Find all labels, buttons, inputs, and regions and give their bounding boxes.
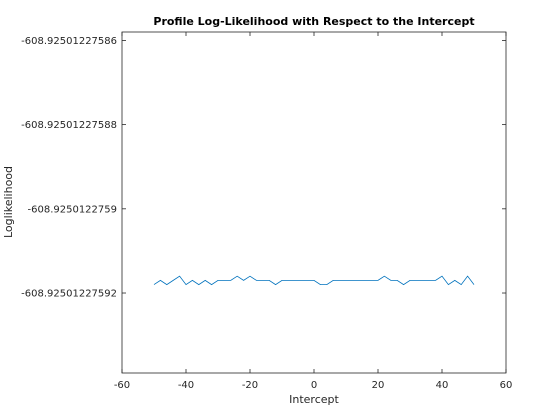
plot-area [121,31,507,374]
x-tick-label: -40 [178,380,194,391]
x-tick-label: 0 [311,380,317,391]
x-tick-label: -20 [242,380,258,391]
chart-title: Profile Log-Likelihood with Respect to t… [153,15,474,28]
x-axis: -60 -40 -20 0 20 40 60 [114,32,513,391]
y-tick-label: -608.92501227592 [21,289,117,300]
x-tick-label: 20 [372,380,385,391]
y-tick-label: -608.92501227586 [21,36,117,47]
x-tick-label: 60 [500,380,513,391]
y-tick-label: -608.92501227588 [21,120,117,131]
y-axis: -608.92501227586 -608.92501227588 -608.925… [21,36,506,300]
x-tick-label: 40 [436,380,449,391]
series-line [153,275,475,286]
x-axis-label: Intercept [289,393,339,406]
y-tick-label: -608.9250122759 [28,204,118,215]
y-axis-label: Loglikelihood [2,166,15,238]
x-tick-label: -60 [114,380,130,391]
